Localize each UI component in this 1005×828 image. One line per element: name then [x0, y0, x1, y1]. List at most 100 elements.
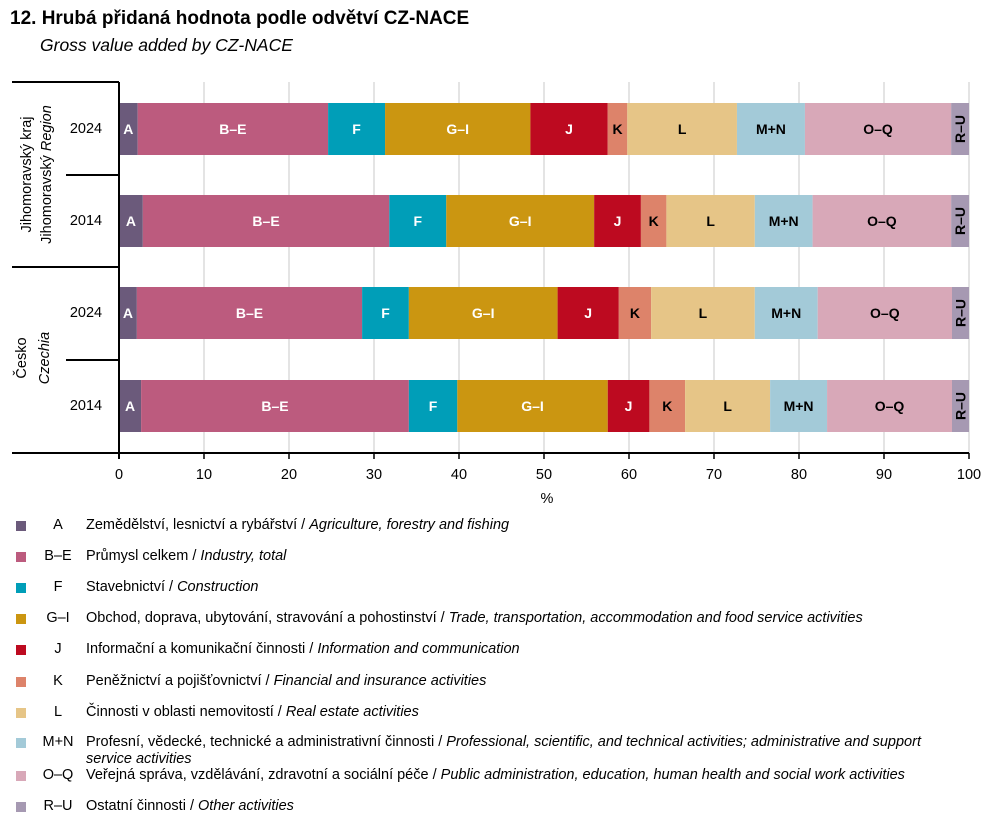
- data-label: R–U: [953, 299, 969, 327]
- bar-segment-K: [607, 103, 628, 155]
- group-label-en: Czechia: [37, 332, 53, 384]
- bar-segment-L: [627, 103, 737, 155]
- legend-text-en: Financial and insurance activities: [273, 673, 487, 689]
- legend-swatch: [16, 552, 26, 562]
- bar-segment-B–E: [141, 380, 409, 432]
- bar-segment-G–I: [446, 195, 595, 247]
- legend-text-en: Professional, scientific, and technical …: [86, 734, 921, 767]
- tick-label: 100: [957, 467, 981, 483]
- legend-swatch: [16, 645, 26, 655]
- chart-subtitle: Gross value added by CZ-NACE: [40, 35, 293, 55]
- bar-segment-J: [530, 103, 608, 155]
- data-label: F: [352, 121, 361, 137]
- data-label: K: [630, 305, 640, 321]
- bar-segment-O–Q: [827, 380, 952, 432]
- bar-segment-L: [651, 287, 755, 339]
- legend-code: A: [53, 517, 63, 533]
- data-label: R–U: [952, 115, 968, 143]
- bar-segment-M+N: [754, 195, 813, 247]
- legend-code: F: [53, 579, 63, 595]
- legend-text-cz: Profesní, vědecké, technické a administr…: [86, 734, 447, 750]
- bar-segment-O–Q: [812, 195, 952, 247]
- tick-label: 70: [706, 467, 722, 483]
- bar-segment-G–I: [408, 287, 558, 339]
- legend-text-en: Other activities: [198, 798, 294, 814]
- bar-segment-O–Q: [817, 287, 952, 339]
- legend-text: Obchod, doprava, ubytování, stravování a…: [86, 610, 863, 626]
- bar-segment-J: [594, 195, 641, 247]
- data-label: L: [678, 121, 687, 137]
- data-label: K: [662, 398, 672, 414]
- axis-frame: [12, 81, 969, 459]
- bar-segment-G–I: [385, 103, 531, 155]
- data-label: M+N: [784, 398, 814, 414]
- legend-text-en: Trade, transportation, accommodation and…: [448, 610, 863, 626]
- tick-label: 0: [115, 467, 123, 483]
- data-label: A: [126, 213, 136, 229]
- legend-swatch: [16, 738, 26, 748]
- legend-text-en: Real estate activities: [285, 704, 419, 720]
- data-label: B–E: [252, 213, 279, 229]
- legend-text-cz: Činnosti v oblasti nemovitostí /: [86, 704, 286, 720]
- legend-text-en: Construction: [177, 579, 259, 595]
- bar-segment-A: [119, 103, 138, 155]
- data-label: L: [723, 398, 732, 414]
- legend-text-cz: Stavebnictví /: [86, 579, 178, 595]
- tick-label: 80: [791, 467, 807, 483]
- legend-text-en: Information and communication: [317, 641, 520, 657]
- bar-segment-B–E: [142, 195, 390, 247]
- data-label: A: [125, 398, 135, 414]
- tick-label: 90: [876, 467, 892, 483]
- year-label: 2024: [70, 305, 102, 321]
- bar-segment-F: [408, 380, 458, 432]
- tick-label: 10: [196, 467, 212, 483]
- legend-code: O–Q: [42, 767, 74, 783]
- legend-text-en: Public administration, education, human …: [440, 767, 905, 783]
- legend-code: J: [54, 641, 62, 657]
- bar-segment-J: [557, 287, 619, 339]
- data-label: G–I: [446, 121, 469, 137]
- chart-title: 12. Hrubá přidaná hodnota podle odvětví …: [10, 8, 470, 29]
- bar-segment-R–U: [952, 380, 969, 432]
- data-label: J: [584, 305, 592, 321]
- legend-text: Peněžnictví a pojišťovnictví / Financial…: [86, 673, 486, 689]
- data-label: O–Q: [863, 121, 893, 137]
- legend-text-en: Industry, total: [200, 548, 287, 564]
- bar-segment-B–E: [136, 287, 363, 339]
- data-label: F: [413, 213, 422, 229]
- bar-segment-A: [119, 287, 137, 339]
- tick-label: 50: [536, 467, 552, 483]
- year-label: 2014: [70, 213, 102, 229]
- year-label: 2014: [70, 398, 102, 414]
- data-label: O–Q: [875, 398, 905, 414]
- data-label: J: [614, 213, 622, 229]
- data-label: O–Q: [870, 305, 900, 321]
- bar-segment-F: [328, 103, 386, 155]
- legend-swatch: [16, 583, 26, 593]
- data-label: L: [706, 213, 715, 229]
- bar-segment-B–E: [137, 103, 329, 155]
- tick-label: 60: [621, 467, 637, 483]
- bar-segment-G–I: [457, 380, 608, 432]
- bar-segment-O–Q: [804, 103, 952, 155]
- data-label: A: [123, 121, 133, 137]
- bar-segment-M+N: [770, 380, 828, 432]
- y-axis-labels: 2024 2014 2024 2014 Jihomoravský kraj Jihomor…: [13, 105, 102, 414]
- legend-swatch: [16, 614, 26, 624]
- group-label-cz: Česko: [13, 337, 30, 378]
- data-label: L: [699, 305, 708, 321]
- legend-code: K: [53, 673, 63, 689]
- stacked-bar-chart: A B–E F G–I J K L M+N O–Q R–U A B–E F G–I J K L M+N O–Q R–U…: [12, 81, 981, 507]
- bars: A B–E F G–I J K L M+N O–Q R–U A B–E F G–I J K L M+N O–Q R–U…: [119, 103, 969, 432]
- legend-code: B–E: [44, 548, 72, 564]
- legend-text: Zemědělství, lesnictví a rybářství / Agr…: [86, 517, 509, 533]
- legend-swatch: [16, 521, 26, 531]
- data-label: M+N: [756, 121, 786, 137]
- legend-swatch: [16, 802, 26, 812]
- data-label: O–Q: [867, 213, 897, 229]
- legend-text: Stavebnictví / Construction: [86, 579, 258, 595]
- tick-label: 20: [281, 467, 297, 483]
- tick-label: 30: [366, 467, 382, 483]
- bar-segment-F: [389, 195, 447, 247]
- legend-text-cz: Informační a komunikační činnosti /: [86, 641, 318, 657]
